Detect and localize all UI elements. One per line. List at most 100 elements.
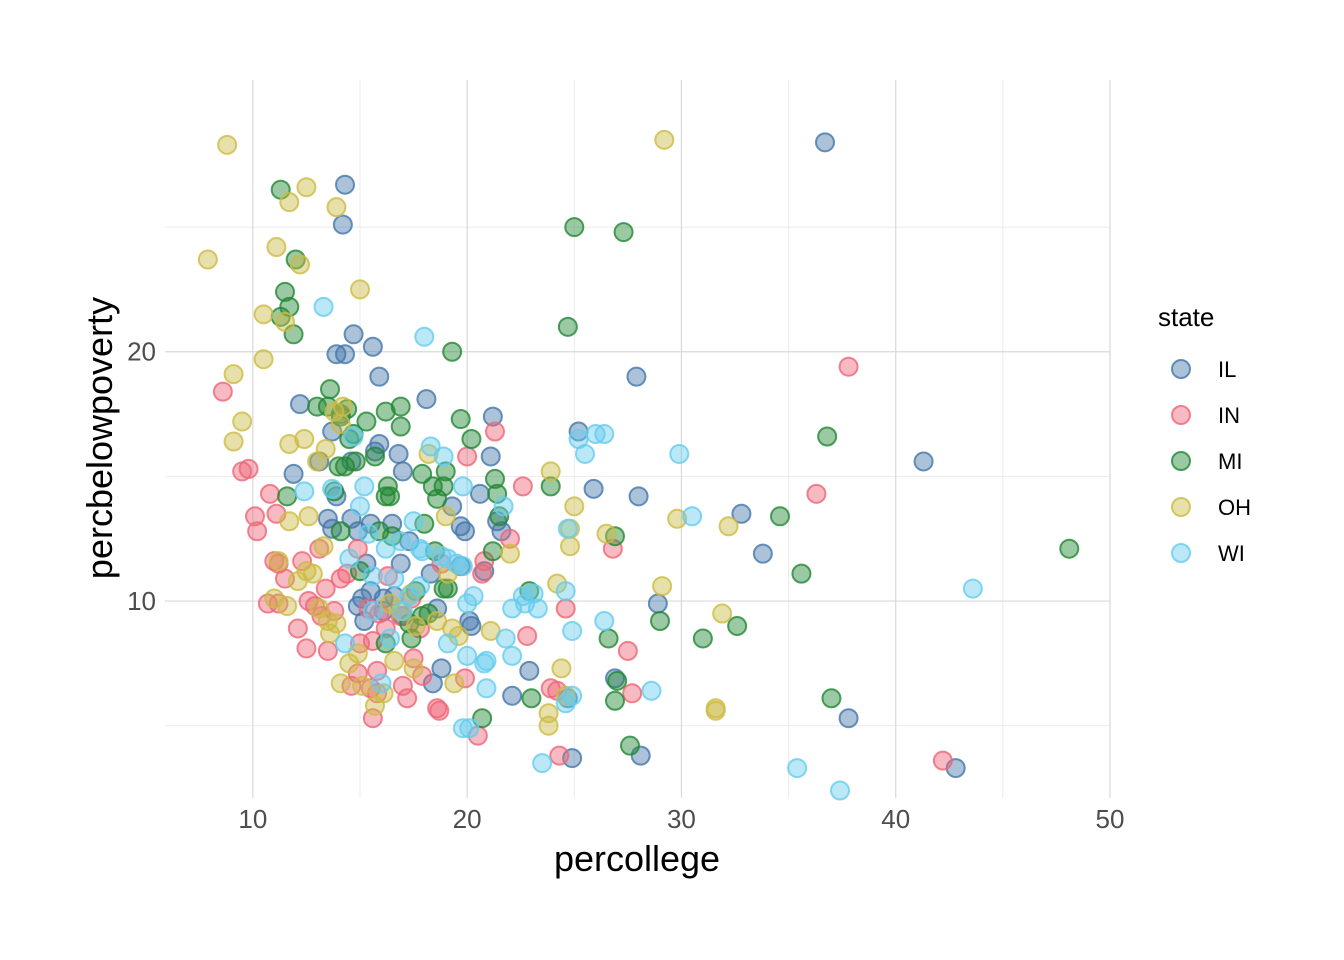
point-oh [223,431,244,452]
x-axis-ticks: 10 20 30 40 50 [238,804,1124,834]
point-wi [384,568,405,589]
point-il [628,486,649,507]
point-il [335,344,355,365]
point-oh [718,516,739,537]
point-oh [298,506,319,527]
point-mi [377,476,398,497]
point-wi [410,576,430,597]
point-oh [405,615,426,636]
x-tick-label: 10 [238,804,267,834]
point-mi [791,563,812,584]
point-wi [392,601,413,622]
point-in [296,638,317,659]
point-wi [362,601,383,622]
point-oh [538,715,559,736]
legend-key-oh [1171,497,1191,517]
point-mi [821,688,842,709]
point-oh [435,506,456,527]
point-mi [356,411,377,432]
y-axis-ticks: 10 20 [127,337,156,616]
point-in [500,528,520,549]
legend-title: state [1158,302,1214,332]
point-mi [320,379,340,400]
point-wi [830,780,850,801]
point-il [362,336,383,357]
point-wi [437,633,458,654]
point-mi [485,468,505,489]
point-mi [489,506,510,527]
point-wi [403,511,424,532]
point-wi [457,645,478,666]
point-mi [375,401,396,422]
legend-label-in: IN [1218,403,1240,428]
point-oh [290,254,310,275]
point-mi [598,628,619,649]
point-oh [712,603,733,624]
point-in [367,660,388,681]
legend-key-il [1171,359,1191,379]
point-wi [313,296,334,317]
point-mi [277,486,298,507]
point-oh [266,237,287,258]
point-wi [787,758,808,779]
point-mi [605,690,625,711]
point-il [317,508,338,529]
point-wi [343,426,364,447]
point-oh [448,625,469,646]
point-oh [253,349,274,370]
point-in [806,483,827,504]
point-oh [705,700,726,721]
point-mi [692,628,713,649]
point-oh [403,658,424,679]
point-wi [335,633,355,654]
point-mi [607,670,628,691]
point-oh [277,596,298,617]
point-mi [335,456,355,477]
legend-label-oh: OH [1218,495,1251,520]
point-wi [493,496,514,517]
point-mi [564,217,585,238]
point-in [247,521,268,542]
point-in [457,446,478,467]
point-wi [515,593,535,614]
point-in [485,421,505,442]
point-mi [390,416,411,437]
point-in [517,625,538,646]
point-mi [427,488,448,509]
legend-label-mi: MI [1218,449,1242,474]
point-mi [442,341,463,362]
point-il [392,461,413,482]
point-il [335,174,355,195]
point-wi [568,429,589,449]
point-wi [502,645,523,666]
point-wi [350,496,370,517]
point-oh [279,433,300,454]
point-in [622,683,643,704]
point-oh [315,438,336,459]
legend-label-il: IL [1218,357,1236,382]
x-axis-title: percollege [554,838,720,879]
point-il [482,406,503,427]
point-in [317,640,338,661]
point-il [332,214,353,235]
point-mi [330,521,351,542]
x-tick-label: 20 [453,804,482,834]
point-wi [641,680,662,701]
point-oh [560,536,580,557]
point-oh [320,623,340,644]
point-il [283,463,304,484]
point-oh [223,364,244,385]
x-tick-label: 30 [667,804,696,834]
legend-key-in [1171,405,1191,425]
point-mi [437,578,458,599]
point-mi [450,409,471,430]
point-wi [452,476,473,497]
legend-key-wi [1171,543,1191,563]
point-in [212,381,233,402]
point-oh [332,396,353,417]
point-in [555,598,576,619]
point-wi [669,443,690,464]
point-il [369,433,390,454]
point-il [502,685,523,706]
